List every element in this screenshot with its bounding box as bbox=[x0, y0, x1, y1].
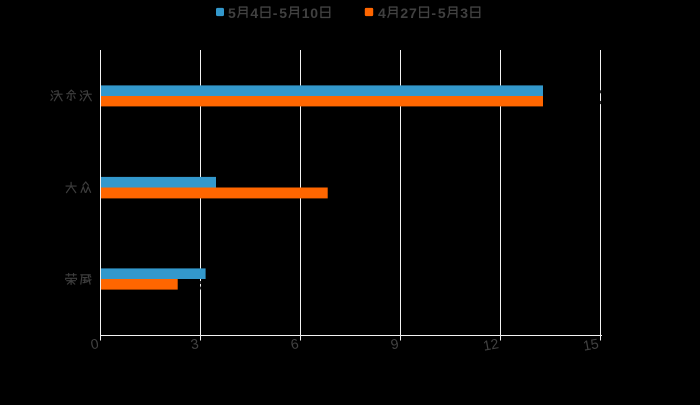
svg-text:12: 12 bbox=[482, 335, 500, 353]
svg-text:-: - bbox=[273, 5, 278, 21]
svg-text:4: 4 bbox=[378, 5, 386, 21]
svg-text:15: 15 bbox=[582, 335, 600, 353]
svg-text:1: 1 bbox=[302, 5, 310, 21]
svg-text:2: 2 bbox=[400, 5, 408, 21]
svg-text:5: 5 bbox=[438, 5, 446, 21]
svg-text:4: 4 bbox=[250, 5, 258, 21]
svg-text:5: 5 bbox=[228, 5, 236, 21]
svg-text:7: 7 bbox=[409, 5, 417, 21]
svg-text:0: 0 bbox=[310, 5, 318, 21]
svg-text:3: 3 bbox=[460, 5, 468, 21]
svg-text:-: - bbox=[431, 5, 436, 21]
svg-text:5: 5 bbox=[279, 5, 287, 21]
